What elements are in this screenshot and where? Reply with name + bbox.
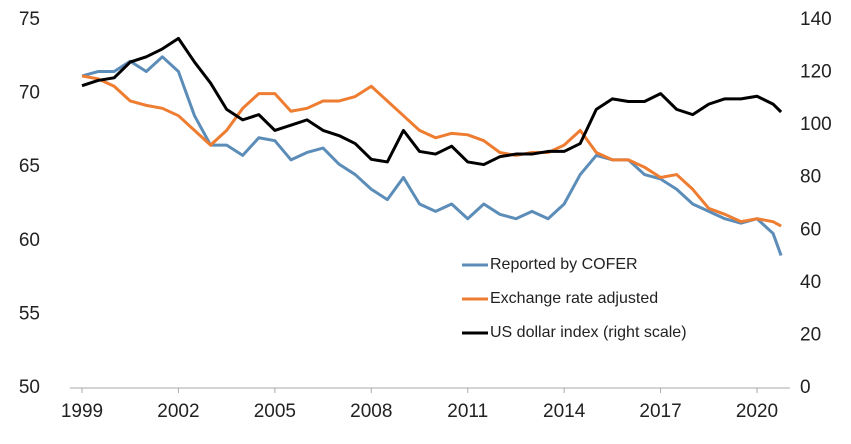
x-tick-label: 2020 <box>736 401 778 422</box>
y-tick-label: 55 <box>19 303 40 324</box>
x-tick-label: 2014 <box>543 401 586 422</box>
legend-label: Reported by COFER <box>490 256 638 273</box>
y2-tick-label: 80 <box>800 167 821 188</box>
y2-tick-label: 20 <box>800 324 821 345</box>
x-tick-label: 2011 <box>447 401 488 422</box>
legend-label: Exchange rate adjusted <box>490 290 658 307</box>
y-tick-label: 70 <box>19 83 40 104</box>
y2-tick-label: 60 <box>800 219 821 240</box>
series-line <box>81 74 782 228</box>
y2-tick-label: 100 <box>800 114 832 135</box>
y2-tick-label: 120 <box>800 62 832 83</box>
x-tick-label: 1999 <box>61 401 103 422</box>
x-tick-label: 2017 <box>639 401 681 422</box>
x-tick-label: 2002 <box>157 401 199 422</box>
series-line <box>81 36 783 167</box>
y2-tick-label: 0 <box>800 377 811 398</box>
series-line <box>81 55 783 257</box>
legend-label: US dollar index (right scale) <box>490 324 687 341</box>
y-tick-label: 75 <box>19 9 40 30</box>
y2-tick-label: 140 <box>800 9 832 30</box>
x-tick-label: 2008 <box>350 401 392 422</box>
y-tick-label: 60 <box>19 230 40 251</box>
y2-tick-label: 40 <box>800 272 821 293</box>
y-tick-label: 65 <box>19 156 40 177</box>
y-tick-label: 50 <box>19 377 40 398</box>
x-tick-label: 2005 <box>254 401 296 422</box>
